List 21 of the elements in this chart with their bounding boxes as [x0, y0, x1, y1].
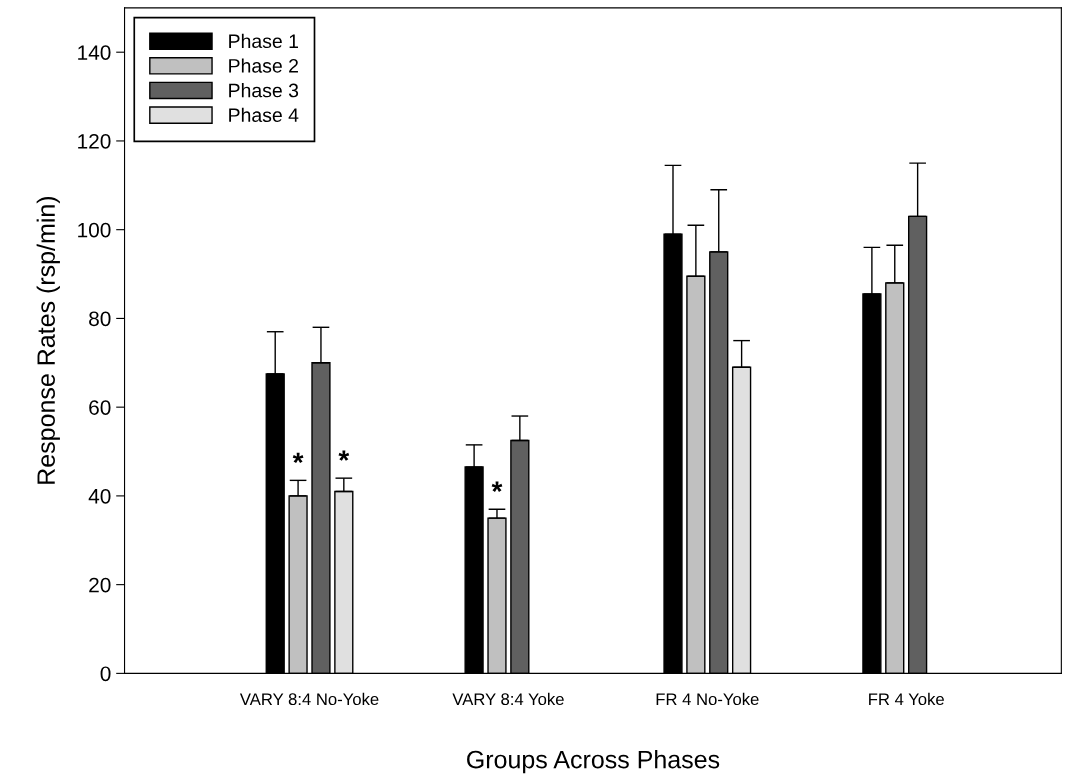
y-tick-label: 140: [78, 45, 111, 60]
y-tick-label: 20: [89, 577, 111, 593]
y-tick-label: 100: [78, 222, 111, 238]
legend-label: Phase 3: [229, 83, 299, 98]
y-tick-label: 60: [89, 400, 111, 415]
y-tick-label: 80: [89, 311, 111, 327]
y-axis-title: Response Rates (rsp/min): [36, 196, 60, 484]
data-label: *: [292, 452, 304, 464]
data-label: *: [338, 450, 350, 461]
y-tick-label: 120: [78, 133, 111, 149]
legend-label: Phase 2: [229, 58, 298, 73]
legend-label: Phase 1: [229, 33, 298, 49]
x-tick-label: FR 4 No-Yoke: [656, 692, 759, 706]
x-tick-label: VARY 8:4 Yoke: [452, 692, 564, 706]
x-tick-label: VARY 8:4 No-Yoke: [239, 692, 379, 706]
x-tick-label: FR 4 Yoke: [869, 692, 944, 706]
y-tick-label: 0: [100, 666, 111, 682]
x-axis-title: Groups Across Phases: [467, 750, 720, 774]
legend-label: Phase 4: [229, 107, 299, 123]
data-label: *: [491, 481, 503, 492]
y-tick-label: 40: [88, 488, 111, 504]
